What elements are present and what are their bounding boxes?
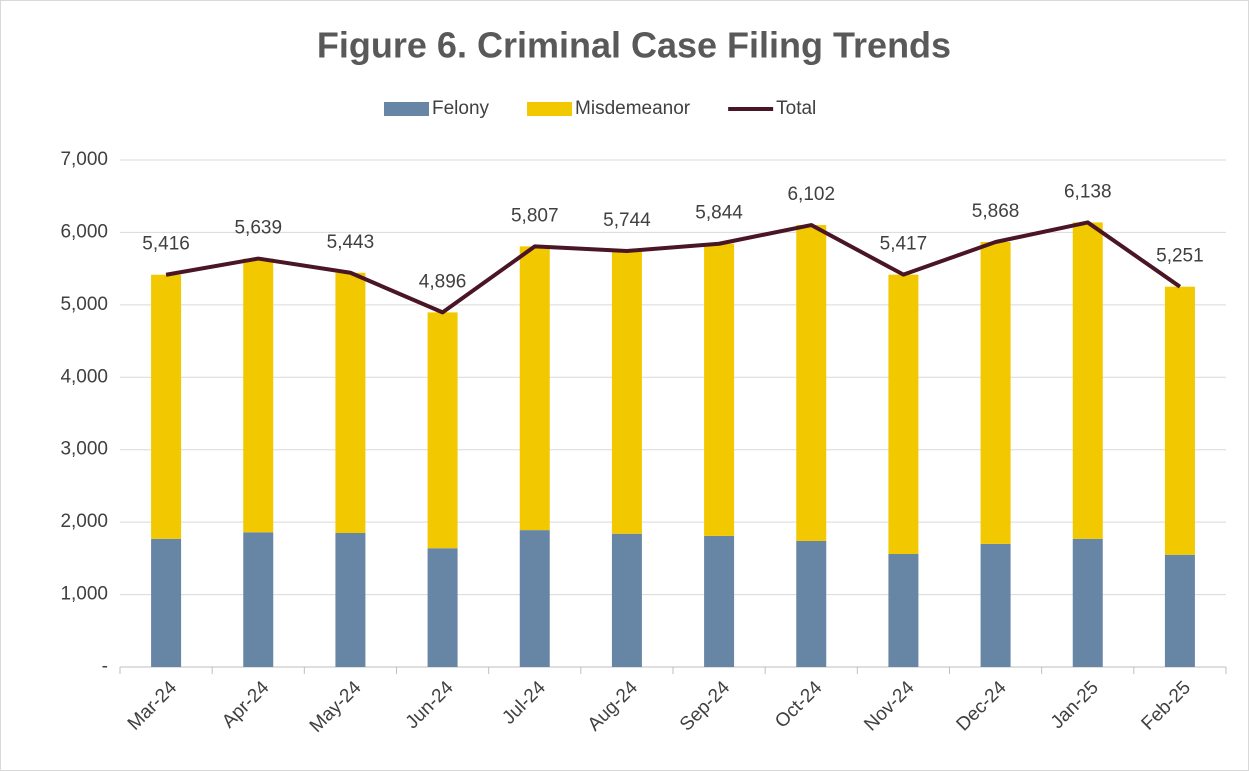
bar bbox=[704, 243, 735, 536]
bar bbox=[704, 535, 735, 667]
data-label: 5,639 bbox=[234, 218, 282, 239]
bar bbox=[888, 274, 919, 555]
bar bbox=[151, 538, 182, 667]
chart-title: Figure 6. Criminal Case Filing Trends bbox=[317, 25, 951, 66]
bar bbox=[427, 548, 458, 667]
bar bbox=[1164, 554, 1195, 667]
bar bbox=[151, 274, 182, 539]
line bbox=[165, 220, 1182, 315]
y-tick-label: 7,000 bbox=[60, 149, 108, 170]
data-label: 5,807 bbox=[511, 205, 559, 226]
bar bbox=[1072, 222, 1103, 539]
y-tick-label: 5,000 bbox=[60, 294, 108, 315]
bar bbox=[1164, 286, 1195, 555]
bar bbox=[796, 540, 827, 667]
legend-label: Misdemeanor bbox=[575, 98, 691, 119]
data-label: 6,138 bbox=[1064, 181, 1112, 202]
y-tick-label: 1,000 bbox=[60, 584, 108, 605]
data-label: 5,868 bbox=[972, 201, 1020, 222]
data-label: 6,102 bbox=[787, 184, 835, 205]
y-tick-label: 3,000 bbox=[60, 439, 108, 460]
data-label: 5,844 bbox=[695, 203, 743, 224]
bar bbox=[335, 272, 366, 534]
legend-swatch bbox=[384, 102, 429, 116]
bar bbox=[335, 533, 366, 667]
data-label: 4,896 bbox=[419, 271, 467, 292]
bar bbox=[427, 312, 458, 549]
y-tick-label: - bbox=[102, 656, 108, 677]
bar bbox=[980, 543, 1011, 667]
y-tick-label: 4,000 bbox=[60, 366, 108, 387]
bar bbox=[519, 246, 550, 531]
y-tick-label: 2,000 bbox=[60, 511, 108, 532]
bar bbox=[1072, 538, 1103, 667]
bar bbox=[519, 530, 550, 667]
legend-swatch bbox=[527, 102, 573, 116]
legend-label: Felony bbox=[432, 98, 490, 119]
legend-label: Total bbox=[776, 98, 816, 119]
data-label: 5,417 bbox=[880, 234, 928, 255]
bar bbox=[243, 532, 274, 667]
bar bbox=[243, 258, 274, 533]
bar bbox=[888, 554, 919, 667]
bar bbox=[796, 225, 827, 541]
data-label: 5,443 bbox=[327, 232, 375, 253]
y-tick-label: 6,000 bbox=[60, 221, 108, 242]
bar bbox=[611, 533, 642, 667]
data-label: 5,416 bbox=[142, 234, 190, 255]
data-label: 5,744 bbox=[603, 210, 651, 231]
bar bbox=[611, 250, 642, 534]
data-label: 5,251 bbox=[1156, 246, 1204, 267]
bar bbox=[980, 241, 1011, 544]
